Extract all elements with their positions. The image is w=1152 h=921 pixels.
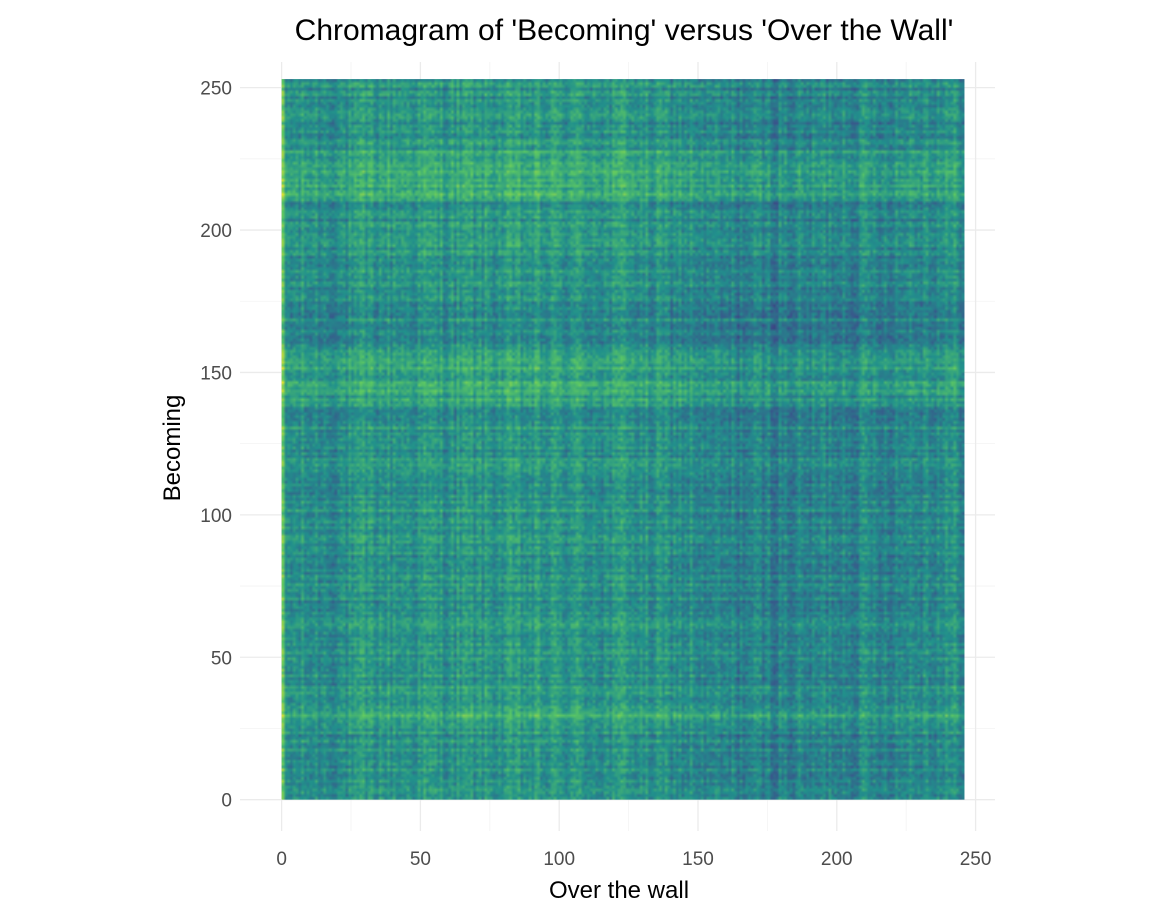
x-axis-title: Over the wall [549, 877, 689, 904]
x-tick-label: 0 [276, 849, 287, 870]
x-tick-label: 150 [682, 849, 714, 870]
x-tick-label: 250 [960, 849, 992, 870]
y-tick-label: 250 [200, 79, 232, 100]
heatmap-image [281, 79, 965, 800]
y-tick-label: 200 [200, 221, 232, 242]
y-tick-label: 0 [221, 791, 232, 812]
y-tick-label: 50 [211, 648, 232, 669]
x-tick-label: 200 [821, 849, 853, 870]
x-tick-label: 50 [410, 849, 431, 870]
y-tick-label: 100 [200, 506, 232, 527]
x-tick-label: 100 [543, 849, 575, 870]
x-axis-ticks: 0 50 100 150 200 250 [276, 849, 991, 870]
y-axis-title: Becoming [159, 395, 186, 502]
chart-title: Chromagram of 'Becoming' versus 'Over th… [295, 14, 954, 47]
heatmap-area [281, 79, 965, 800]
y-axis-ticks: 0 50 100 150 200 250 [200, 79, 232, 812]
y-tick-label: 150 [200, 363, 232, 384]
